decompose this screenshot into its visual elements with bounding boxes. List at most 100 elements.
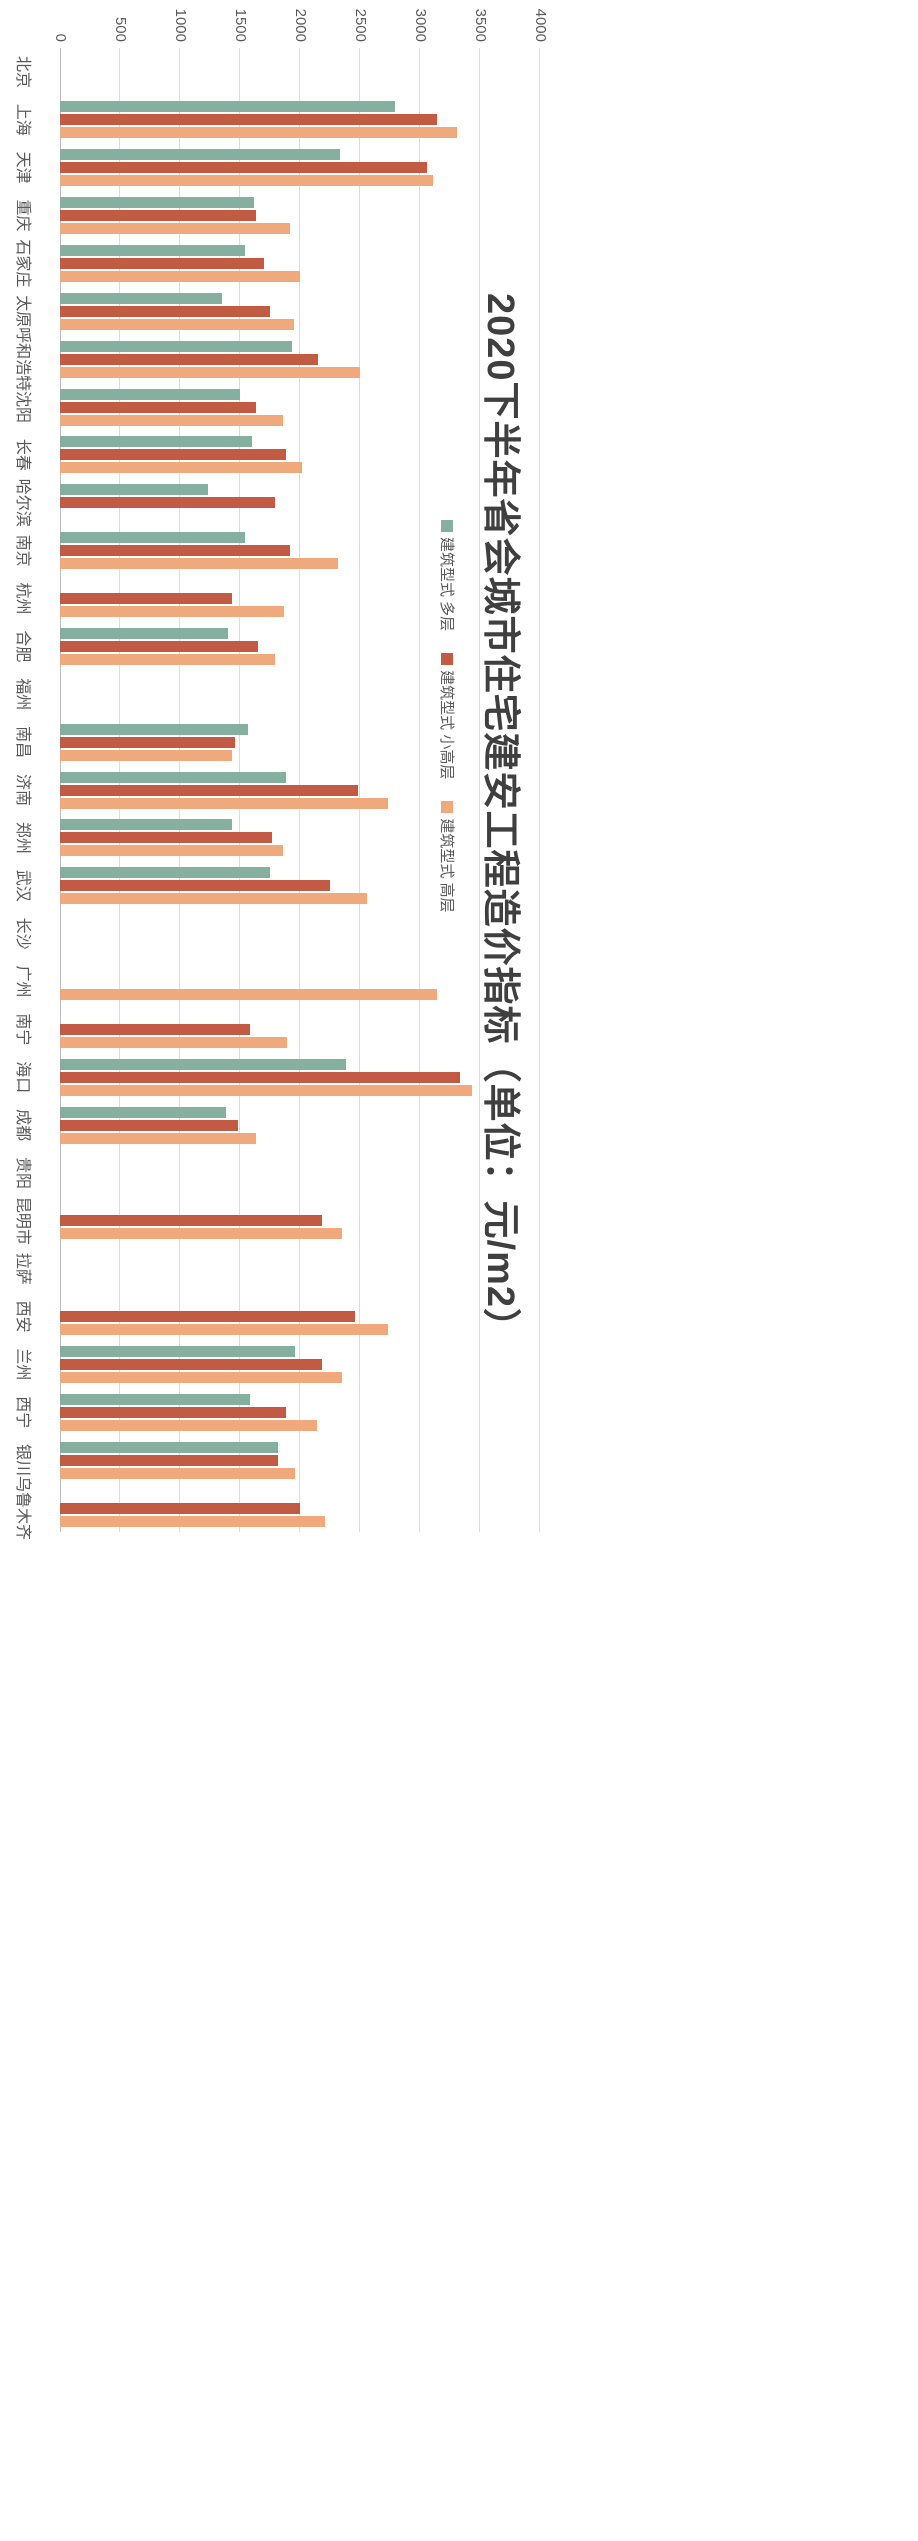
category-label: 南京 [14, 534, 31, 567]
bar [60, 819, 232, 831]
bar [60, 1023, 250, 1035]
bar [60, 867, 270, 879]
legend-item: 建筑型式 小高层 [437, 653, 458, 779]
category-label: 西宁 [14, 1396, 31, 1429]
legend-label: 建筑型式 多层 [438, 537, 455, 632]
bar-group [60, 1006, 540, 1054]
legend-swatch-icon [441, 520, 454, 532]
bar [60, 114, 437, 126]
bar [60, 484, 208, 496]
legend-label: 建筑型式 小高层 [438, 670, 455, 780]
bar [60, 1311, 355, 1323]
category-label: 杭州 [14, 582, 31, 615]
bar [60, 318, 294, 330]
category-label: 长春 [14, 438, 31, 471]
bar-group [60, 623, 540, 671]
bar [60, 127, 457, 139]
bar [60, 257, 264, 269]
bar [60, 340, 292, 352]
bar [60, 149, 340, 161]
category-label: 乌鲁木齐 [14, 1476, 31, 1541]
bar [60, 366, 360, 378]
category-label: 西安 [14, 1300, 31, 1333]
category-label: 昆明市 [14, 1196, 31, 1245]
bar [60, 1467, 295, 1479]
bar [60, 1393, 250, 1405]
bar [60, 736, 235, 748]
bar-group [60, 575, 540, 623]
bar-group [60, 383, 540, 431]
axis-tick-label: 4000 [532, 8, 549, 42]
bar-group [60, 1149, 540, 1197]
bar [60, 627, 228, 639]
legend-label: 建筑型式 高层 [438, 818, 455, 913]
bar [60, 893, 367, 905]
bar-group [60, 1101, 540, 1149]
bar-group [60, 1341, 540, 1389]
bar-group [60, 766, 540, 814]
bar [60, 1515, 325, 1527]
bar [60, 545, 290, 557]
bar-group [60, 670, 540, 718]
bar [60, 593, 232, 605]
bar [60, 1084, 472, 1096]
bar [60, 1502, 300, 1514]
bar [60, 292, 222, 304]
bar [60, 749, 232, 761]
bar [60, 197, 254, 209]
bar [60, 353, 318, 365]
bar-group [60, 1484, 540, 1532]
category-label: 济南 [14, 773, 31, 807]
bar-group [60, 1245, 540, 1293]
bar [60, 1119, 238, 1131]
bar [60, 1106, 226, 1118]
bar [60, 401, 256, 413]
bar [60, 305, 270, 317]
category-label: 成都 [14, 1109, 31, 1142]
bar-group [60, 335, 540, 383]
bar [60, 1441, 278, 1453]
category-label: 海口 [14, 1061, 31, 1094]
bar [60, 797, 388, 809]
bar-group [60, 910, 540, 958]
bar [60, 436, 252, 448]
bar [60, 449, 286, 461]
bar [60, 784, 358, 796]
bar-group [60, 240, 540, 288]
bar [60, 1215, 322, 1227]
bar [60, 1071, 460, 1083]
bar [60, 1454, 278, 1466]
bar [60, 1058, 346, 1070]
bar-group [60, 718, 540, 766]
bar [60, 989, 437, 1001]
category-label: 沈阳 [14, 391, 31, 424]
bar-group [60, 1053, 540, 1101]
bar [60, 1359, 322, 1371]
bar-group [60, 1197, 540, 1245]
bar [60, 532, 245, 544]
bar [60, 1324, 388, 1336]
bar-group [60, 287, 540, 335]
bar [60, 1132, 256, 1144]
bar-group [60, 527, 540, 575]
legend-item: 建筑型式 多层 [437, 520, 458, 631]
bar-group [60, 814, 540, 862]
category-label: 长沙 [14, 917, 31, 950]
bar [60, 210, 256, 222]
bar [60, 1036, 287, 1048]
category-label: 兰州 [14, 1348, 31, 1381]
axis-tick-label: 1000 [172, 8, 189, 42]
chart-title: 2020下半年省会城市住宅建安工程造价指标（单位：元/m2） [479, 292, 521, 1348]
category-label: 呼和浩特 [14, 327, 31, 392]
category-label: 拉萨 [14, 1252, 31, 1285]
axis-tick-label: 2500 [352, 8, 369, 42]
bars-layer [60, 48, 540, 1532]
bar-group [60, 479, 540, 527]
bar-group [60, 48, 540, 96]
bar-group [60, 1293, 540, 1341]
bar-group [60, 1436, 540, 1484]
bar-group [60, 862, 540, 910]
bar-group [60, 96, 540, 144]
